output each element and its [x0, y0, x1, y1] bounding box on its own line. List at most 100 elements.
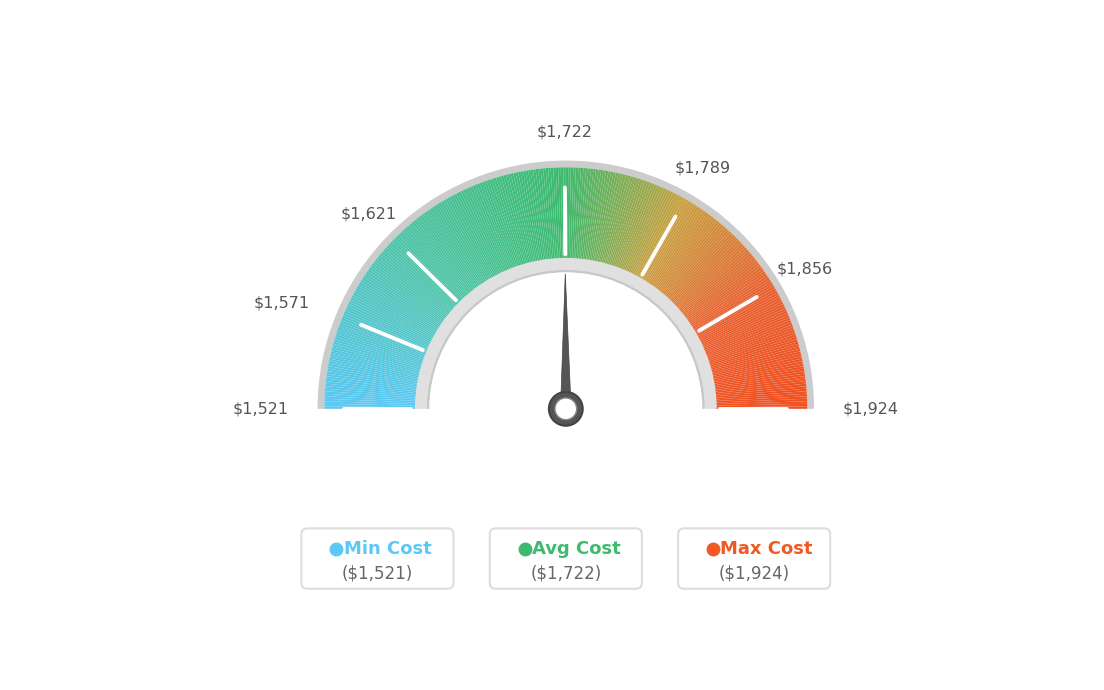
- Wedge shape: [658, 218, 715, 291]
- Wedge shape: [661, 223, 722, 295]
- Wedge shape: [443, 199, 491, 280]
- Wedge shape: [357, 286, 437, 334]
- Wedge shape: [330, 354, 420, 376]
- Wedge shape: [713, 371, 805, 387]
- Wedge shape: [690, 275, 768, 327]
- Wedge shape: [712, 359, 803, 380]
- Wedge shape: [712, 356, 802, 377]
- Wedge shape: [584, 169, 598, 261]
- Wedge shape: [367, 271, 443, 325]
- Wedge shape: [686, 265, 761, 321]
- Wedge shape: [705, 322, 793, 357]
- Wedge shape: [708, 332, 796, 362]
- Wedge shape: [333, 342, 422, 368]
- Wedge shape: [643, 201, 691, 281]
- Wedge shape: [710, 342, 798, 368]
- Wedge shape: [697, 290, 777, 337]
- Wedge shape: [327, 373, 417, 388]
- Wedge shape: [328, 366, 418, 384]
- Wedge shape: [713, 366, 804, 384]
- Wedge shape: [354, 290, 435, 337]
- Wedge shape: [714, 373, 805, 388]
- Wedge shape: [711, 346, 799, 372]
- Wedge shape: [528, 170, 544, 261]
- Wedge shape: [673, 241, 742, 306]
- Wedge shape: [611, 179, 640, 266]
- Wedge shape: [603, 175, 628, 264]
- Wedge shape: [590, 170, 606, 262]
- Wedge shape: [491, 179, 521, 266]
- Wedge shape: [415, 258, 716, 408]
- Wedge shape: [578, 168, 588, 259]
- Wedge shape: [325, 404, 416, 407]
- Wedge shape: [587, 170, 604, 261]
- Wedge shape: [429, 273, 702, 408]
- Wedge shape: [582, 168, 594, 260]
- Wedge shape: [326, 381, 417, 393]
- Wedge shape: [669, 235, 735, 302]
- Wedge shape: [325, 399, 416, 404]
- Wedge shape: [714, 384, 806, 395]
- Circle shape: [549, 392, 583, 426]
- Wedge shape: [358, 284, 437, 333]
- Wedge shape: [628, 189, 669, 273]
- Wedge shape: [586, 170, 601, 261]
- Wedge shape: [670, 236, 736, 303]
- Wedge shape: [687, 267, 763, 322]
- Wedge shape: [399, 233, 464, 301]
- Text: $1,521: $1,521: [233, 402, 288, 416]
- Wedge shape: [699, 299, 782, 342]
- Wedge shape: [396, 235, 463, 302]
- Wedge shape: [575, 168, 584, 259]
- Wedge shape: [341, 317, 427, 354]
- Wedge shape: [624, 186, 661, 271]
- Wedge shape: [708, 334, 796, 364]
- Wedge shape: [705, 320, 792, 355]
- Wedge shape: [690, 273, 767, 326]
- Wedge shape: [567, 168, 571, 259]
- Wedge shape: [671, 238, 739, 304]
- Wedge shape: [548, 168, 556, 259]
- Wedge shape: [523, 170, 541, 262]
- Wedge shape: [342, 315, 427, 353]
- Wedge shape: [709, 339, 798, 367]
- Text: ($1,924): ($1,924): [719, 564, 789, 582]
- Wedge shape: [518, 172, 538, 262]
- Wedge shape: [683, 259, 756, 317]
- Wedge shape: [680, 253, 752, 313]
- Wedge shape: [704, 315, 789, 353]
- Wedge shape: [689, 271, 765, 325]
- Wedge shape: [715, 388, 807, 398]
- Wedge shape: [395, 236, 461, 303]
- Wedge shape: [473, 185, 509, 270]
- FancyBboxPatch shape: [678, 529, 830, 589]
- Wedge shape: [452, 195, 497, 277]
- Wedge shape: [325, 406, 416, 408]
- Wedge shape: [627, 188, 667, 273]
- Wedge shape: [329, 361, 420, 381]
- Wedge shape: [638, 197, 684, 278]
- Wedge shape: [470, 186, 508, 271]
- Wedge shape: [340, 320, 426, 355]
- Wedge shape: [707, 327, 794, 359]
- Wedge shape: [699, 297, 781, 341]
- Wedge shape: [338, 327, 425, 359]
- Wedge shape: [694, 284, 774, 333]
- Wedge shape: [652, 212, 708, 288]
- Wedge shape: [543, 168, 553, 259]
- Wedge shape: [664, 226, 725, 297]
- Wedge shape: [686, 263, 760, 319]
- Wedge shape: [602, 175, 626, 264]
- Wedge shape: [701, 306, 785, 346]
- Wedge shape: [551, 168, 558, 259]
- Wedge shape: [333, 339, 423, 367]
- Wedge shape: [414, 219, 473, 293]
- Wedge shape: [598, 173, 620, 263]
- Wedge shape: [424, 212, 479, 288]
- Wedge shape: [326, 379, 417, 392]
- Wedge shape: [449, 196, 495, 277]
- Wedge shape: [362, 277, 440, 328]
- Wedge shape: [331, 351, 421, 375]
- Wedge shape: [561, 168, 564, 259]
- Wedge shape: [614, 180, 645, 268]
